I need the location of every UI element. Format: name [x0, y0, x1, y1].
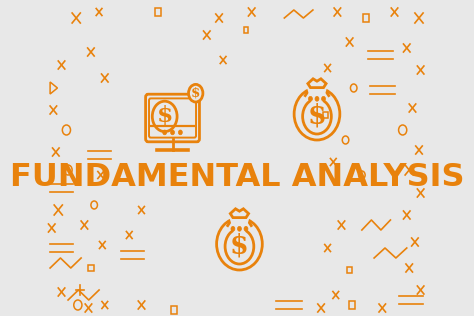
Circle shape — [237, 226, 241, 231]
Bar — [88, 265, 93, 271]
Circle shape — [178, 130, 182, 135]
Circle shape — [231, 226, 235, 231]
Text: $: $ — [308, 103, 327, 130]
Bar — [322, 112, 328, 118]
Bar — [171, 306, 177, 314]
Circle shape — [171, 130, 174, 135]
Text: $: $ — [230, 233, 249, 260]
Circle shape — [163, 130, 167, 135]
Circle shape — [189, 84, 203, 102]
Circle shape — [315, 96, 319, 101]
Bar — [155, 8, 161, 16]
Circle shape — [244, 226, 248, 231]
Bar — [347, 267, 352, 273]
Text: FUNDAMENTAL ANALYSIS: FUNDAMENTAL ANALYSIS — [10, 162, 464, 193]
Bar — [244, 27, 248, 33]
Text: $: $ — [191, 87, 201, 100]
Circle shape — [321, 96, 326, 101]
Circle shape — [309, 96, 312, 101]
Wedge shape — [310, 87, 325, 114]
Text: $: $ — [156, 106, 173, 127]
Bar — [363, 14, 369, 22]
Wedge shape — [232, 217, 247, 244]
Bar — [349, 301, 356, 309]
